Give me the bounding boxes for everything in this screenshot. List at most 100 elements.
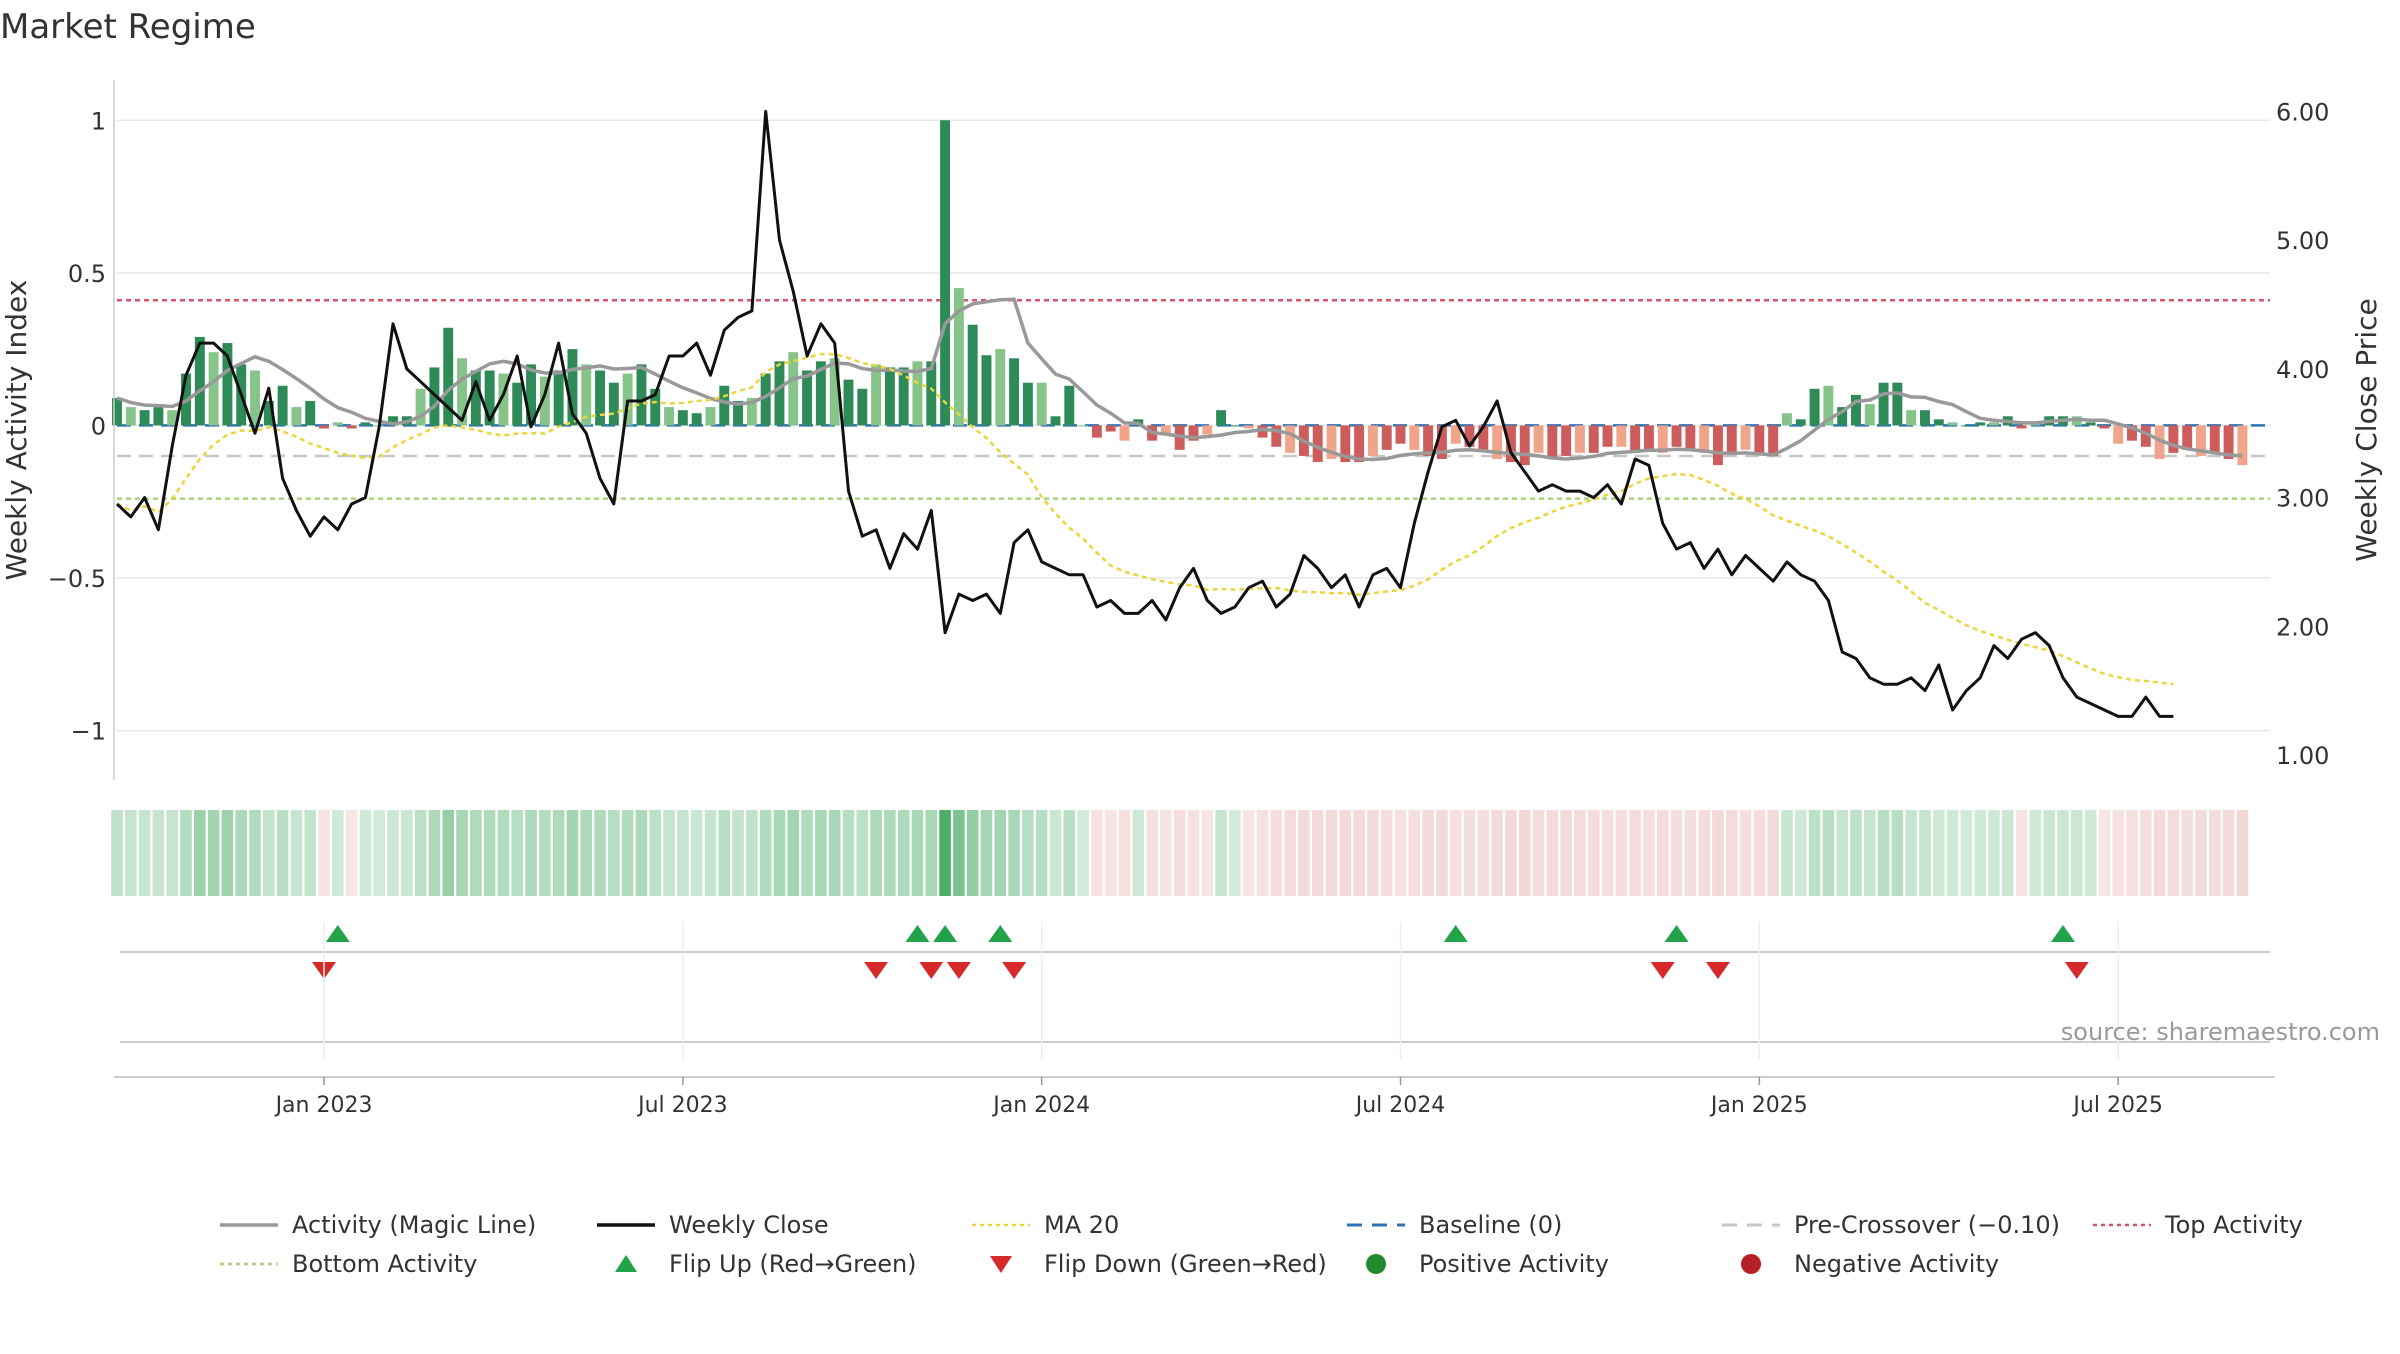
activity-bar (2182, 425, 2193, 450)
activity-bar (815, 361, 826, 426)
activity-bar (719, 385, 730, 426)
regime-cell (1739, 810, 1752, 896)
regime-cell (2126, 810, 2138, 896)
activity-bar (1436, 425, 1447, 459)
activity-bar (1699, 425, 1710, 453)
regime-cell (1698, 810, 1710, 896)
regime-cell (773, 810, 786, 896)
activity-bar (940, 120, 951, 426)
regime-cell (1380, 810, 1393, 896)
legend-item: Flip Up (Red→Green) (615, 1250, 917, 1278)
regime-cell (1160, 810, 1172, 896)
regime-cell (2181, 810, 2193, 896)
flip-down-marker (1705, 962, 1730, 979)
activity-bar (2209, 425, 2220, 453)
activity-bar (705, 407, 716, 426)
activity-bar (733, 401, 744, 426)
regime-cell (2098, 810, 2111, 896)
regime-cell (373, 810, 386, 896)
activity-bar (884, 367, 895, 426)
activity-bar (1878, 382, 1889, 426)
activity-bar (1505, 425, 1516, 463)
regime-cell (1794, 810, 1807, 896)
regime-cell (318, 810, 330, 896)
regime-cell (1408, 810, 1421, 896)
activity-bar (802, 370, 813, 426)
activity-bar (1450, 425, 1461, 444)
activity-bar (967, 324, 978, 426)
activity-bar (112, 397, 122, 426)
regime-cell (456, 810, 468, 896)
regime-cell (732, 810, 744, 896)
regime-cell (897, 810, 910, 896)
regime-cell (994, 810, 1007, 896)
regime-cell (2112, 810, 2124, 896)
regime-cell (759, 810, 772, 896)
regime-cell (1463, 810, 1476, 896)
regime-cell (194, 810, 206, 896)
regime-cell (1518, 810, 1531, 896)
legend-item: Flip Down (Green→Red) (990, 1250, 1327, 1278)
activity-bar (1492, 425, 1503, 459)
regime-cell (953, 810, 965, 896)
regime-cell (1477, 810, 1490, 896)
legend-label: MA 20 (1044, 1211, 1119, 1239)
activity-bar (1768, 425, 1779, 456)
legend-item: MA 20 (972, 1211, 1119, 1239)
regime-cell (787, 810, 800, 896)
regime-cell (442, 810, 455, 896)
regime-cell (387, 810, 399, 896)
y-tick-label-right: 5.00 (2276, 227, 2329, 255)
regime-cell (1035, 810, 1048, 896)
activity-bar (1091, 425, 1102, 438)
legend-label: Flip Up (Red→Green) (669, 1250, 917, 1278)
activity-bar (139, 410, 150, 426)
activity-bar (1326, 425, 1337, 459)
y-axis-right-label: Weekly Close Price (2350, 298, 2383, 561)
x-tick-label: Jul 2024 (1354, 1093, 1446, 1118)
activity-bar (1975, 422, 1986, 426)
regime-cell (925, 810, 938, 896)
regime-cell (428, 810, 441, 896)
activity-bar (319, 425, 329, 429)
activity-bar (1271, 425, 1282, 447)
regime-cell (1353, 810, 1365, 896)
activity-bar (332, 422, 343, 426)
regime-cell (884, 810, 896, 896)
activity-bar (746, 397, 757, 426)
regime-cell (263, 810, 275, 896)
regime-cell (2001, 810, 2014, 896)
activity-bar (1381, 425, 1392, 450)
regime-cell (152, 810, 165, 896)
regime-cell (1767, 810, 1779, 896)
activity-bar (788, 352, 799, 426)
activity-bar (1354, 425, 1365, 463)
activity-bar (2168, 425, 2179, 453)
regime-cell (1284, 810, 1296, 896)
regime-cell (1546, 810, 1559, 896)
activity-bar (595, 370, 606, 426)
activity-bar (581, 364, 592, 426)
regime-cell (1077, 810, 1089, 896)
activity-bar (1533, 425, 1544, 453)
activity-bar (194, 336, 205, 426)
regime-cell (1132, 810, 1145, 896)
regime-cell (2139, 810, 2152, 896)
activity-bar (1850, 394, 1861, 426)
regime-cell (1684, 810, 1697, 896)
activity-bar (263, 401, 274, 426)
regime-cell (539, 810, 551, 896)
regime-cell (966, 810, 979, 896)
activity-bar (415, 388, 426, 426)
regime-cell (125, 810, 137, 896)
activity-bar (760, 373, 771, 426)
activity-bar (1906, 410, 1917, 426)
activity-bar (1574, 425, 1585, 453)
flip-down-marker (2064, 962, 2089, 979)
legend-item: Top Activity (2093, 1211, 2303, 1239)
regime-cell (2236, 810, 2249, 896)
flip-down-marker (919, 962, 944, 979)
activity-bar (360, 422, 371, 426)
activity-bar (1547, 425, 1558, 459)
activity-bar (1616, 425, 1627, 447)
